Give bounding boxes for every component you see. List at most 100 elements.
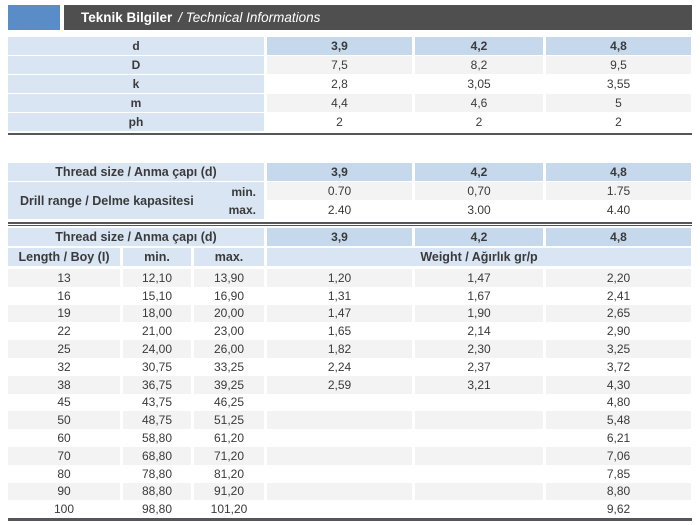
length-max-value: 13,90: [194, 269, 264, 287]
min-max-labels: min. max.: [229, 183, 256, 219]
drill-max-value: 4.40: [606, 203, 631, 217]
dim-value: 2,8: [331, 77, 348, 91]
weight-value-48: 2,90: [606, 324, 631, 339]
weight-value-42: 2,30: [415, 340, 543, 358]
length-min-value: 98,80: [141, 502, 173, 517]
weight-value-42: 1,47: [415, 269, 543, 287]
length-min-value: 30,75: [141, 359, 173, 374]
drill-size-col-3: 4,8: [546, 163, 691, 181]
weight-value-39: [267, 482, 412, 501]
weight-value-48: 6,21: [606, 431, 631, 446]
length-size-col-2: 4,2: [415, 228, 543, 246]
length-max-value: 51,25: [194, 411, 264, 430]
weight-value-48: 9,62: [606, 502, 631, 517]
weight-value-48: 4,80: [606, 395, 631, 410]
length-max-value: 23,00: [213, 324, 245, 339]
weight-value-42: 2,37: [467, 359, 491, 374]
dim-size-col-3: 4,8: [546, 37, 691, 55]
length-min-value: 48,75: [123, 411, 191, 430]
weight-value-42: [415, 429, 543, 447]
title-accent-block: [8, 5, 60, 30]
dim-value: 2: [615, 115, 622, 129]
length-max-value: 101,20: [210, 502, 248, 517]
drill-size-col-2: 4,2: [415, 163, 543, 181]
length-col-header: Length / Boy (I): [8, 248, 120, 266]
weight-value-39: [267, 411, 412, 430]
dim-value: 5: [546, 94, 691, 112]
dim-value: 9,5: [546, 56, 691, 74]
title-dark-bar: Teknik Bilgiler / Technical Informations: [64, 5, 692, 30]
separator-line: [8, 133, 692, 135]
length-max-value: 91,20: [194, 482, 264, 501]
dim-value: 2: [336, 115, 343, 129]
weight-value-48: 8,80: [546, 482, 691, 501]
thread-size-label: Thread size / Anma çapı (d): [8, 163, 264, 181]
weight-value-42: [415, 465, 543, 483]
length-max-value: 71,20: [194, 446, 264, 465]
weight-value-48: 2,20: [546, 269, 691, 287]
length-value: 90: [8, 482, 120, 501]
length-max-value: 20,00: [194, 304, 264, 323]
drill-size-col-1: 3,9: [267, 163, 412, 181]
title-bar: Teknik Bilgiler / Technical Informations: [8, 5, 692, 30]
dim-value: 7,5: [267, 56, 412, 74]
weight-value-39: [267, 446, 412, 465]
drill-table-header: Thread size / Anma çapı (d) 3,9 4,2 4,8: [8, 163, 692, 181]
weight-value-42: 3,21: [415, 375, 543, 394]
weight-value-48: 3,25: [546, 340, 691, 358]
drill-min-value: 1.75: [546, 182, 691, 200]
dimensions-table-body: D 7,5 8,2 9,5 k 2,8 3,05 3,55 m 4,4 4,6 …: [8, 56, 692, 131]
weight-value-39: 1,82: [267, 340, 412, 358]
length-value: 13: [8, 269, 120, 287]
weight-value-48: 3,72: [606, 359, 631, 374]
weight-value-39: [267, 465, 412, 483]
drill-range-label-cell: Drill range / Delme kapasitesi min. max.: [8, 182, 264, 219]
min-label: min.: [231, 184, 256, 199]
length-size-col-1: 3,9: [267, 228, 412, 246]
length-value: 25: [8, 340, 120, 358]
weight-value-39: 1,47: [267, 304, 412, 323]
length-value: 38: [8, 375, 120, 394]
drill-range-label: Drill range / Delme kapasitesi: [20, 193, 194, 208]
length-min-value: 21,00: [141, 324, 173, 339]
weight-value-42: [415, 394, 543, 412]
bottom-line: [8, 518, 692, 521]
weight-value-42: [415, 411, 543, 430]
length-value: 22: [57, 324, 71, 339]
dim-row-label: ph: [8, 113, 264, 131]
max-label: max.: [228, 202, 256, 217]
length-value: 45: [57, 395, 71, 410]
length-value: 60: [57, 431, 71, 446]
weight-value-42: 2,14: [467, 324, 491, 339]
length-min-value: 78,80: [141, 466, 173, 481]
length-min-value: 88,80: [123, 482, 191, 501]
drill-max-value: 3.00: [467, 203, 491, 217]
length-value: 100: [53, 502, 75, 517]
weight-value-42: 1,90: [415, 304, 543, 323]
dim-size-col-1: 3,9: [267, 37, 412, 55]
weight-value-39: [267, 500, 412, 518]
length-table-header: Thread size / Anma çapı (d) 3,9 4,2 4,8: [8, 228, 692, 246]
weight-value-39: [267, 429, 412, 447]
drill-max-value: 2.40: [327, 203, 352, 217]
length-max-value: 39,25: [194, 375, 264, 394]
dim-row-label-d: d: [8, 37, 264, 55]
weight-value-39: 1,20: [267, 269, 412, 287]
weight-value-48: 7,06: [546, 446, 691, 465]
length-value: 16: [57, 288, 71, 303]
min-col-header: min.: [123, 248, 191, 266]
length-max-value: 61,20: [213, 431, 245, 446]
weight-value-48: 4,30: [546, 375, 691, 394]
length-size-col-3: 4,8: [546, 228, 691, 246]
drill-min-value: 0,70: [415, 182, 543, 200]
length-value: 19: [8, 304, 120, 323]
drill-min-value: 0.70: [267, 182, 412, 200]
length-min-value: 58,80: [141, 431, 173, 446]
page-title-english: / Technical Informations: [178, 10, 321, 25]
length-value: 80: [57, 466, 71, 481]
weight-value-39: 2,24: [327, 359, 352, 374]
drill-table-body: Drill range / Delme kapasitesi min. max.…: [8, 182, 692, 219]
length-value: 50: [8, 411, 120, 430]
weight-value-39: 1,31: [327, 288, 352, 303]
